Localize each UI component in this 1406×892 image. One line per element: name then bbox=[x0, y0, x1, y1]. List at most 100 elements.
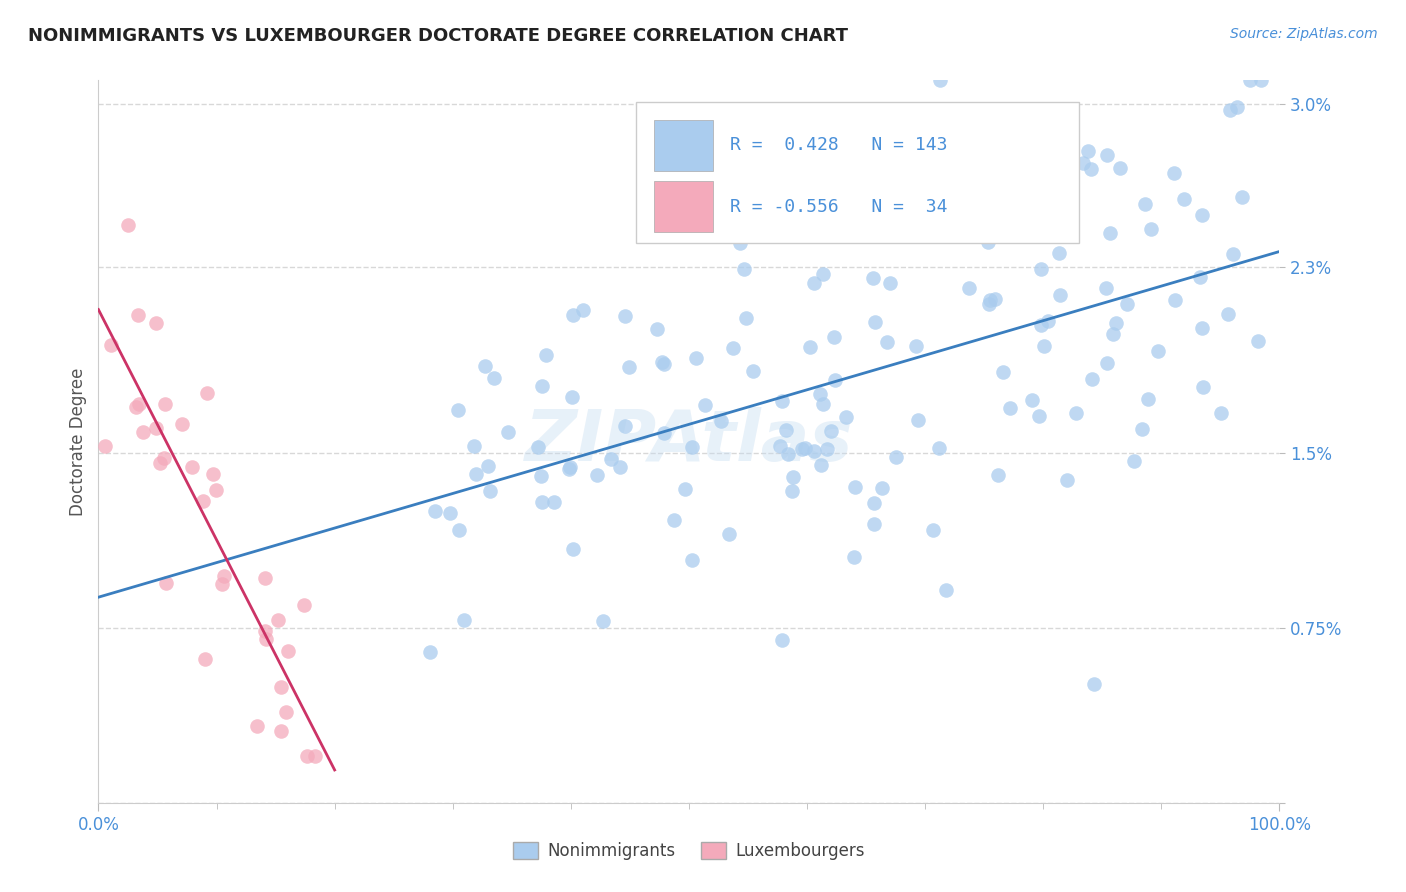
Point bbox=[811, 267, 834, 281]
Point bbox=[824, 373, 846, 387]
Point bbox=[453, 613, 475, 627]
Point bbox=[693, 398, 716, 412]
Point bbox=[266, 613, 288, 627]
Point bbox=[197, 385, 219, 400]
Point bbox=[778, 447, 800, 461]
Point bbox=[884, 450, 907, 464]
Point bbox=[571, 303, 593, 318]
Point bbox=[132, 425, 155, 439]
Point bbox=[304, 749, 326, 764]
Point bbox=[191, 494, 214, 508]
Point bbox=[823, 330, 845, 344]
Text: R =  0.428   N = 143: R = 0.428 N = 143 bbox=[730, 136, 948, 154]
Point bbox=[479, 484, 502, 499]
Point bbox=[685, 351, 707, 365]
Point bbox=[928, 442, 950, 456]
Point bbox=[1122, 454, 1144, 468]
Point bbox=[718, 527, 741, 541]
Y-axis label: Doctorate Degree: Doctorate Degree bbox=[69, 368, 87, 516]
Point bbox=[194, 652, 217, 666]
Point bbox=[820, 424, 842, 438]
Point bbox=[1250, 73, 1272, 87]
Point bbox=[270, 724, 292, 739]
Point bbox=[530, 379, 553, 393]
Bar bbox=[654, 181, 713, 232]
Point bbox=[125, 400, 148, 414]
Point bbox=[733, 262, 755, 277]
Point bbox=[728, 235, 751, 250]
Point bbox=[1029, 262, 1052, 277]
Point bbox=[1173, 192, 1195, 206]
Point bbox=[592, 615, 614, 629]
Point bbox=[862, 517, 884, 532]
Point bbox=[477, 458, 499, 473]
Point bbox=[1033, 339, 1056, 353]
Point bbox=[1191, 208, 1213, 222]
Point bbox=[562, 308, 585, 322]
Point bbox=[799, 340, 821, 354]
Point bbox=[297, 749, 319, 764]
Point bbox=[465, 467, 488, 481]
Point bbox=[844, 480, 866, 494]
Point bbox=[531, 495, 554, 509]
Point bbox=[1191, 321, 1213, 335]
Point bbox=[647, 322, 669, 336]
Point bbox=[811, 397, 834, 411]
Point bbox=[681, 440, 703, 454]
Point bbox=[212, 569, 235, 583]
Bar bbox=[654, 120, 713, 170]
Point bbox=[599, 452, 621, 467]
Point bbox=[1226, 100, 1249, 114]
Point bbox=[886, 134, 908, 148]
Point bbox=[558, 461, 581, 475]
Point bbox=[201, 467, 224, 481]
Point bbox=[815, 442, 838, 457]
Point bbox=[1047, 245, 1070, 260]
Text: R = -0.556   N =  34: R = -0.556 N = 34 bbox=[730, 198, 948, 216]
Point bbox=[780, 484, 803, 499]
Point bbox=[614, 418, 637, 433]
Point bbox=[1029, 318, 1052, 332]
Point bbox=[419, 645, 441, 659]
Point bbox=[977, 235, 1000, 249]
Point bbox=[1239, 73, 1261, 87]
Point bbox=[879, 276, 901, 290]
Point bbox=[145, 316, 167, 330]
Point bbox=[1095, 147, 1118, 161]
Point bbox=[153, 450, 176, 465]
Point bbox=[276, 705, 298, 719]
Point bbox=[673, 483, 696, 497]
Point bbox=[1191, 380, 1213, 394]
Point bbox=[1109, 161, 1132, 175]
Point bbox=[270, 680, 292, 694]
Point bbox=[1116, 297, 1139, 311]
FancyBboxPatch shape bbox=[636, 102, 1078, 243]
Point bbox=[543, 494, 565, 508]
Point bbox=[254, 632, 277, 646]
Point bbox=[609, 459, 631, 474]
Point bbox=[803, 443, 825, 458]
Point bbox=[935, 583, 957, 598]
Point bbox=[145, 421, 167, 435]
Point bbox=[863, 496, 886, 510]
Text: ZIPAtlas: ZIPAtlas bbox=[524, 407, 853, 476]
Point bbox=[957, 281, 980, 295]
Point bbox=[770, 633, 793, 648]
Text: Source: ZipAtlas.com: Source: ZipAtlas.com bbox=[1230, 27, 1378, 41]
Point bbox=[928, 73, 950, 87]
Point bbox=[1095, 356, 1118, 370]
Point bbox=[128, 397, 150, 411]
Point bbox=[561, 541, 583, 556]
Point bbox=[835, 410, 858, 425]
Point bbox=[211, 576, 233, 591]
Point bbox=[496, 425, 519, 439]
Point bbox=[721, 342, 744, 356]
Point bbox=[651, 355, 673, 369]
Point bbox=[998, 401, 1021, 415]
Point bbox=[1098, 227, 1121, 241]
Point bbox=[662, 513, 685, 527]
Point bbox=[987, 467, 1010, 482]
Point bbox=[995, 169, 1018, 184]
Point bbox=[1133, 197, 1156, 211]
Point bbox=[652, 426, 675, 441]
